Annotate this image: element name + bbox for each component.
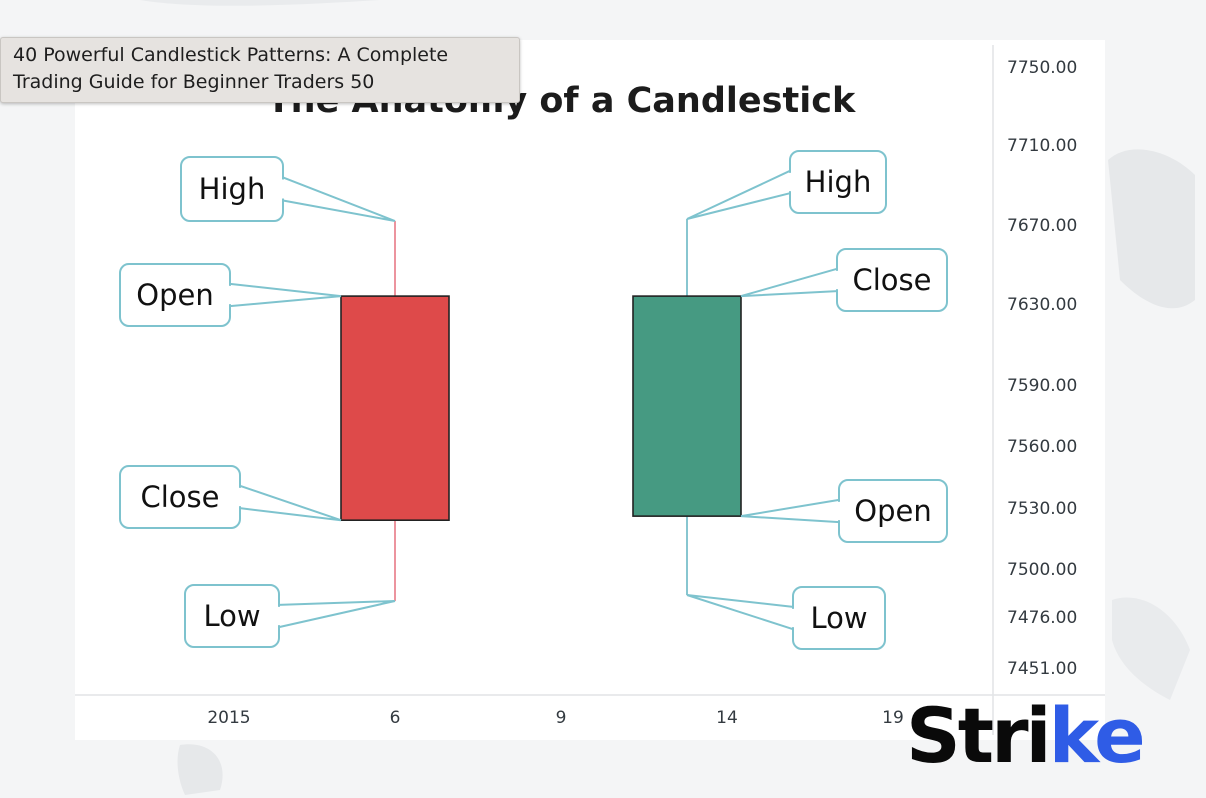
callouts: High Open Close Low High Close Open Low — [119, 150, 948, 650]
title-tooltip: 40 Powerful Candlestick Patterns: A Comp… — [0, 37, 520, 103]
x-tick-label: 6 — [390, 708, 401, 728]
callout-label: Open — [854, 494, 931, 528]
callout-label: Low — [203, 599, 260, 633]
logo-text-accent: ke — [1048, 691, 1146, 780]
y-tick-label: 7560.00 — [1007, 437, 1077, 457]
callout-low: Low — [184, 584, 396, 648]
callout-pointer-gap — [277, 606, 280, 626]
callout-label: Low — [810, 601, 867, 635]
bullish-candle-body — [632, 295, 742, 517]
callout-label: Open — [136, 278, 213, 312]
chart-panel: The Anatomy of a Candlestick 7750.00 7710… — [75, 40, 1105, 740]
x-axis-ticks: 2015 6 9 14 19 — [207, 708, 903, 728]
callout-pointer — [686, 169, 791, 220]
callout-pointer — [229, 282, 342, 308]
callout-pointer-gap — [281, 179, 284, 199]
y-tick-label: 7590.00 — [1007, 376, 1077, 396]
y-tick-label: 7500.00 — [1007, 560, 1077, 580]
callout-pointer — [282, 176, 396, 222]
x-tick-label: 2015 — [207, 708, 250, 728]
x-tick-label: 14 — [716, 708, 738, 728]
callout-pointer-gap — [228, 285, 231, 305]
y-tick-label: 7476.00 — [1007, 608, 1077, 628]
callout-label: Close — [853, 263, 932, 297]
callout-pointer-gap — [238, 487, 241, 507]
callout-high: High — [180, 156, 396, 222]
callout-pointer-gap — [789, 172, 792, 192]
candlestick-chart: The Anatomy of a Candlestick 7750.007710… — [75, 45, 1105, 735]
callout-close: Close — [740, 248, 948, 312]
y-tick-label: 7710.00 — [1007, 136, 1077, 156]
x-tick-label: 19 — [882, 708, 904, 728]
bearish-candle-body — [340, 295, 450, 522]
y-tick-label: 7530.00 — [1007, 499, 1077, 519]
callout-label: High — [199, 172, 266, 206]
callout-pointer-gap — [838, 501, 841, 521]
callout-pointer — [239, 484, 342, 522]
callout-pointer-gap — [836, 270, 839, 290]
callout-pointer-gap — [792, 608, 795, 628]
callout-pointer — [278, 600, 396, 629]
callout-low: Low — [686, 586, 886, 650]
x-tick-label: 9 — [556, 708, 567, 728]
candles — [340, 219, 742, 601]
y-tick-label: 7750.00 — [1007, 58, 1077, 78]
callout-pointer — [740, 498, 840, 524]
callout-label: Close — [141, 480, 220, 514]
callout-close: Close — [119, 465, 342, 529]
callout-open: Open — [740, 479, 948, 543]
callout-label: High — [805, 165, 872, 199]
callout-open: Open — [119, 263, 342, 327]
callout-pointer — [740, 267, 838, 298]
y-tick-label: 7451.00 — [1007, 659, 1077, 679]
callout-high: High — [686, 150, 887, 220]
callout-pointer — [686, 594, 794, 631]
logo-text-main: Stri — [906, 691, 1052, 780]
strike-logo: Strike — [906, 696, 1146, 776]
y-tick-label: 7630.00 — [1007, 295, 1077, 315]
y-tick-label: 7670.00 — [1007, 216, 1077, 236]
y-axis-ticks: 7750.00 7710.00 7670.00 7630.00 7590.00 7560.… — [1007, 58, 1077, 679]
